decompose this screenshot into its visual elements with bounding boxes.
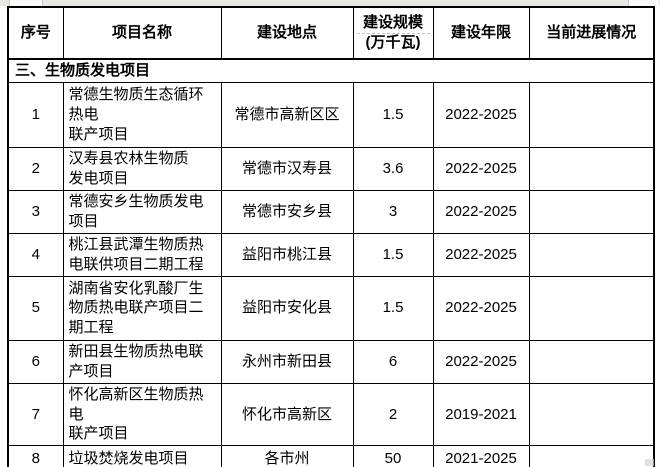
cell-no: 6 — [7, 339, 64, 384]
table-row: 8 垃圾焚烧发电项目 各市州 50 2021-2025 — [7, 445, 655, 467]
header-no: 序号 — [7, 6, 64, 60]
section-title: 三、生物质发电项目 — [7, 58, 655, 83]
cell-project-name: 怀化高新区生物质热 电 联产项目 — [62, 382, 222, 447]
cell-location: 永州市新田县 — [220, 339, 354, 384]
cell-no: 4 — [7, 232, 64, 277]
cell-remnant-right — [628, 0, 659, 6]
header-years: 建设年限 — [432, 6, 530, 60]
cell-years: 2022-2025 — [432, 275, 530, 341]
cell-project-name: 常德安乡生物质发电 项目 — [62, 189, 222, 234]
cell-location: 益阳市安化县 — [220, 275, 354, 341]
table-row: 2 汉寿县农林生物质 发电项目 常德市汉寿县 3.6 2022-2025 — [7, 146, 655, 191]
cell-location: 常德市安乡县 — [220, 189, 354, 234]
table-row: 1 常德生物质生态循环 热电 联产项目 常德市高新区区 1.5 2022-202… — [7, 81, 655, 148]
cell-project-name: 桃江县武潭生物质热 电联供项目二期工程 — [62, 232, 222, 277]
cell-project-name: 汉寿县农林生物质 发电项目 — [62, 146, 222, 191]
header-progress: 当前进展情况 — [528, 6, 655, 60]
cell-project-name: 新田县生物质热电联 产项目 — [62, 339, 222, 384]
cell-years: 2021-2025 — [432, 445, 530, 467]
cell-project-name: 常德生物质生态循环 热电 联产项目 — [62, 81, 222, 148]
table-row: 4 桃江县武潭生物质热 电联供项目二期工程 益阳市桃江县 1.5 2022-20… — [7, 232, 655, 277]
cell-years: 2022-2025 — [432, 232, 530, 277]
cell-scale: 6 — [352, 339, 434, 384]
cell-scale: 1.5 — [352, 81, 434, 148]
cell-location: 常德市高新区区 — [220, 81, 354, 148]
cell-scale: 50 — [352, 445, 434, 467]
cell-project-name: 湖南省安化乳酸厂生 物质热电联产项目二 期工程 — [62, 275, 222, 341]
cell-no: 8 — [7, 445, 64, 467]
cell-years: 2022-2025 — [432, 339, 530, 384]
cell-remnant-left — [9, 0, 43, 6]
table-handle-artifact — [645, 459, 654, 466]
cell-years: 2019-2021 — [432, 382, 530, 447]
cell-location: 益阳市桃江县 — [220, 232, 354, 277]
cell-project-name: 垃圾焚烧发电项目 — [62, 445, 222, 467]
scroll-artifact-strip — [0, 0, 660, 6]
cell-progress — [528, 81, 655, 148]
cell-location: 常德市汉寿县 — [220, 146, 354, 191]
cell-scale: 3.6 — [352, 146, 434, 191]
cell-scale: 2 — [352, 382, 434, 447]
header-loc: 建设地点 — [220, 6, 354, 60]
cell-years: 2022-2025 — [432, 81, 530, 148]
cell-progress — [528, 189, 655, 234]
cell-no: 2 — [7, 146, 64, 191]
cell-progress — [528, 382, 655, 447]
cell-progress — [528, 232, 655, 277]
table-header: 序号 项目名称 建设地点 建设规模 (万千瓦) 建设年限 当前进展情况 — [7, 6, 655, 60]
cell-scale: 1.5 — [352, 275, 434, 341]
table-row: 7 怀化高新区生物质热 电 联产项目 怀化市高新区 2 2019-2021 — [7, 382, 655, 447]
projects-table: 序号 项目名称 建设地点 建设规模 (万千瓦) 建设年限 当前进展情况 三、生物质发电项目… — [7, 6, 655, 467]
cell-years: 2022-2025 — [432, 189, 530, 234]
table-row: 3 常德安乡生物质发电 项目 常德市安乡县 3 2022-2025 — [7, 189, 655, 234]
cell-no: 1 — [7, 81, 64, 148]
section-row: 三、生物质发电项目 — [7, 58, 655, 83]
cell-progress — [528, 339, 655, 384]
header-name: 项目名称 — [62, 6, 222, 60]
cell-progress — [528, 275, 655, 341]
cell-no: 5 — [7, 275, 64, 341]
cell-no: 3 — [7, 189, 64, 234]
table-row: 5 湖南省安化乳酸厂生 物质热电联产项目二 期工程 益阳市安化县 1.5 202… — [7, 275, 655, 341]
cell-location: 怀化市高新区 — [220, 382, 354, 447]
cell-progress — [528, 146, 655, 191]
table-row: 6 新田县生物质热电联 产项目 永州市新田县 6 2022-2025 — [7, 339, 655, 384]
cell-no: 7 — [7, 382, 64, 447]
header-row: 序号 项目名称 建设地点 建设规模 (万千瓦) 建设年限 当前进展情况 — [7, 6, 655, 60]
cell-years: 2022-2025 — [432, 146, 530, 191]
header-scale: 建设规模 (万千瓦) — [352, 6, 434, 60]
cell-progress — [528, 445, 655, 467]
cell-scale: 1.5 — [352, 232, 434, 277]
cell-location: 各市州 — [220, 445, 354, 467]
cell-scale: 3 — [352, 189, 434, 234]
